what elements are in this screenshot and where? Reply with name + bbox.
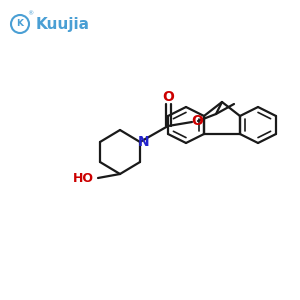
Text: Kuujia: Kuujia (36, 16, 90, 32)
Text: O: O (191, 114, 203, 128)
Text: O: O (162, 90, 174, 104)
Text: ®: ® (27, 11, 33, 16)
Text: N: N (138, 135, 150, 149)
Text: K: K (16, 20, 23, 28)
Text: HO: HO (73, 172, 94, 184)
